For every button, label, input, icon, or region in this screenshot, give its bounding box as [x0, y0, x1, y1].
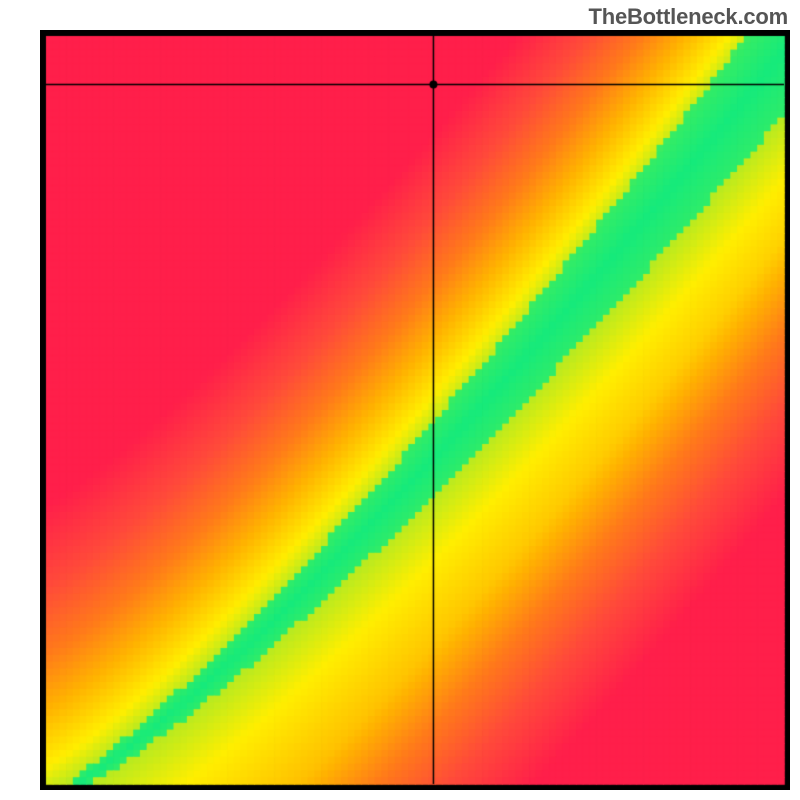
heatmap-canvas: [40, 30, 790, 790]
bottleneck-heatmap: [40, 30, 790, 790]
watermark-text: TheBottleneck.com: [588, 4, 788, 30]
